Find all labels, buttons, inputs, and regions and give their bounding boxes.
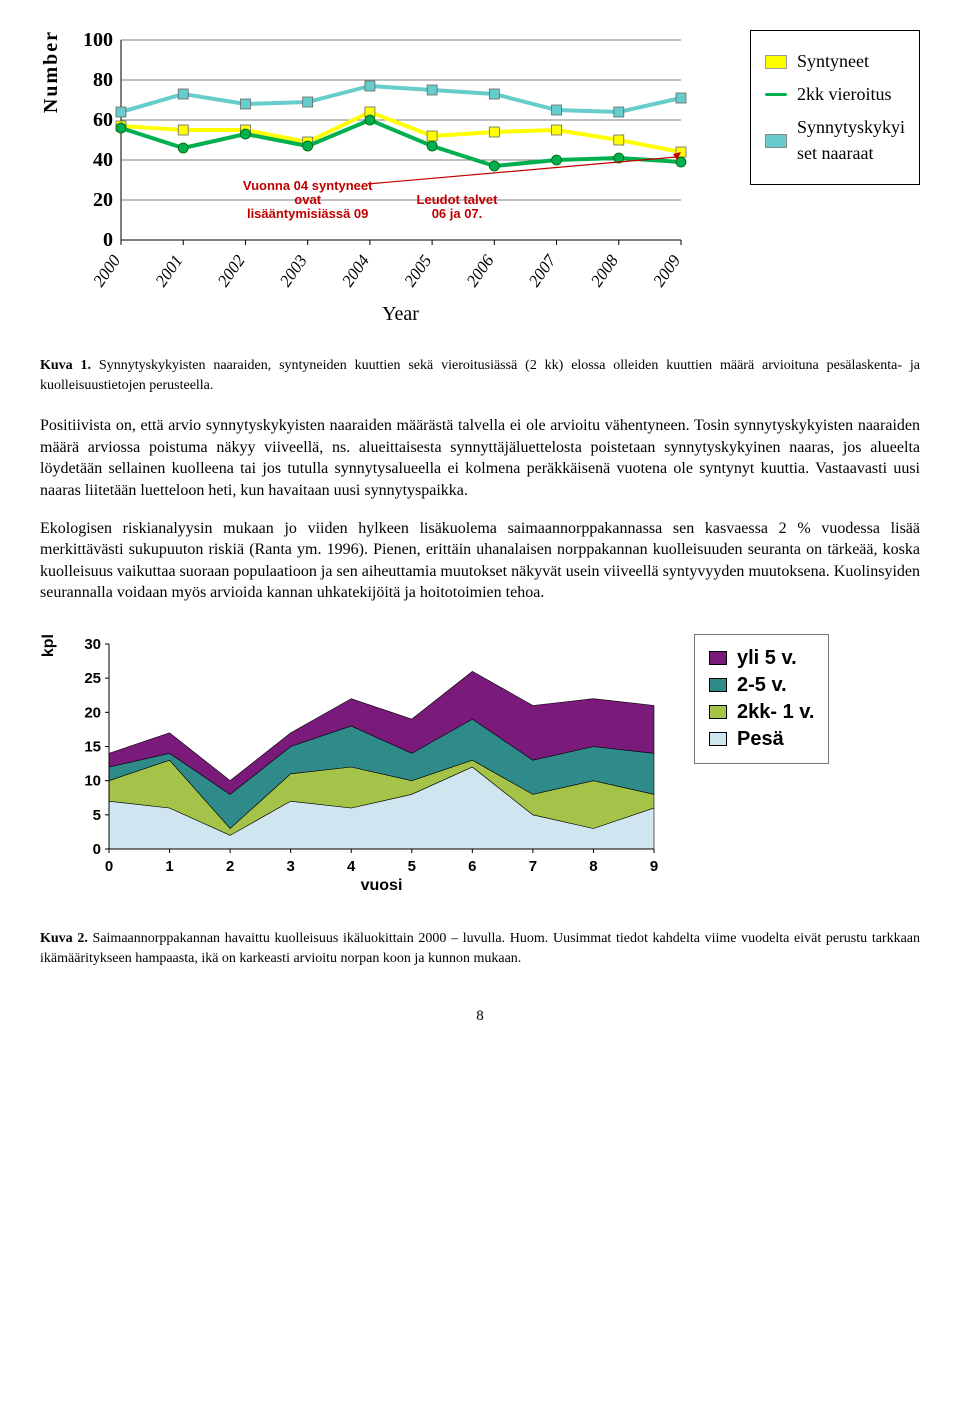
legend-swatch-25v: [709, 678, 727, 692]
svg-text:6: 6: [468, 858, 476, 875]
chart1-plot: 0 20 40 60 80 100 2000 2001 2002 2003 2004 2005 2006…: [71, 30, 691, 290]
svg-text:8: 8: [589, 858, 597, 875]
figure1-caption-text: Synnytyskykyisten naaraiden, syntyneiden…: [40, 358, 920, 393]
svg-text:ovat: ovat: [294, 192, 321, 207]
svg-text:9: 9: [650, 858, 658, 875]
svg-text:3: 3: [286, 858, 294, 875]
legend-label-yli5: yli 5 v.: [737, 647, 797, 670]
legend-swatch-pesa: [709, 732, 727, 746]
chart1-ylabel: Number: [40, 30, 63, 143]
chart2-ylabel: kpl: [40, 634, 58, 657]
figure-2: kpl 0 5 10 15 20 25 30 0 1 2 3 4 5 6 7 8 9 vuosi yli 5 v.…: [40, 634, 920, 899]
svg-text:0: 0: [105, 858, 113, 875]
svg-text:25: 25: [84, 670, 101, 687]
svg-text:20: 20: [93, 189, 113, 211]
legend-swatch-naaraat: [765, 134, 787, 148]
svg-text:10: 10: [84, 773, 101, 790]
figure-1: Number 0 20 40 60 80 100 2000 2001 2002 2003 2004 2…: [40, 30, 920, 326]
chart2-plot: 0 5 10 15 20 25 30 0 1 2 3 4 5 6 7 8 9 vuosi: [64, 634, 664, 894]
page-number: 8: [40, 1008, 920, 1025]
svg-text:80: 80: [93, 69, 113, 91]
svg-text:0: 0: [93, 841, 101, 858]
svg-text:5: 5: [408, 858, 416, 875]
svg-text:2008: 2008: [587, 251, 622, 290]
svg-text:4: 4: [347, 858, 356, 875]
svg-text:lisääntymisiässä 09: lisääntymisiässä 09: [247, 206, 368, 221]
legend-swatch-syntyneet: [765, 55, 787, 69]
svg-text:5: 5: [93, 807, 101, 824]
svg-text:20: 20: [84, 704, 101, 721]
svg-text:40: 40: [93, 149, 113, 171]
svg-text:2002: 2002: [214, 251, 249, 290]
legend-label-naaraat: Synnytyskykyi set naaraat: [797, 115, 905, 165]
svg-text:2000: 2000: [89, 251, 124, 290]
svg-text:2009: 2009: [649, 251, 684, 290]
legend-swatch-yli5: [709, 651, 727, 665]
figure1-caption: Kuva 1. Synnytyskykyisten naaraiden, syn…: [40, 356, 920, 395]
svg-text:2004: 2004: [338, 251, 373, 290]
svg-text:7: 7: [529, 858, 537, 875]
legend-label-syntyneet: Syntyneet: [797, 49, 869, 74]
legend-label-pesa: Pesä: [737, 728, 784, 751]
legend-label-vieroitus: 2kk vieroitus: [797, 82, 892, 107]
svg-text:2001: 2001: [151, 251, 186, 290]
svg-text:15: 15: [84, 738, 101, 755]
svg-text:Leudot talvet: Leudot talvet: [417, 192, 499, 207]
svg-text:2: 2: [226, 858, 234, 875]
chart2-legend: yli 5 v. 2-5 v. 2kk- 1 v. Pesä: [694, 634, 829, 764]
svg-text:2006: 2006: [463, 251, 498, 290]
paragraph-2: Ekologisen riskianalyysin mukaan jo viid…: [40, 518, 920, 604]
svg-text:30: 30: [84, 636, 101, 653]
legend-swatch-vieroitus: [765, 93, 787, 96]
figure2-caption-text: Saimaannorppakannan havaittu kuolleisuus…: [40, 931, 920, 966]
svg-text:2007: 2007: [525, 250, 561, 290]
svg-text:2003: 2003: [276, 251, 311, 290]
legend-swatch-2kk1v: [709, 705, 727, 719]
chart1-xlabel: Year: [71, 303, 730, 326]
svg-text:0: 0: [103, 229, 113, 251]
svg-text:Vuonna 04 syntyneet: Vuonna 04 syntyneet: [243, 178, 373, 193]
svg-text:vuosi: vuosi: [361, 877, 403, 894]
legend-label-25v: 2-5 v.: [737, 674, 787, 697]
svg-text:1: 1: [165, 858, 173, 875]
svg-text:2005: 2005: [400, 251, 435, 290]
chart1-legend: Syntyneet 2kk vieroitus Synnytyskykyi se…: [750, 30, 920, 185]
svg-text:60: 60: [93, 109, 113, 131]
legend-label-2kk1v: 2kk- 1 v.: [737, 701, 814, 724]
paragraph-1: Positiivista on, että arvio synnytyskyky…: [40, 415, 920, 501]
svg-text:100: 100: [83, 30, 113, 51]
svg-text:06 ja 07.: 06 ja 07.: [432, 206, 483, 221]
figure2-caption: Kuva 2. Saimaannorppakannan havaittu kuo…: [40, 929, 920, 968]
